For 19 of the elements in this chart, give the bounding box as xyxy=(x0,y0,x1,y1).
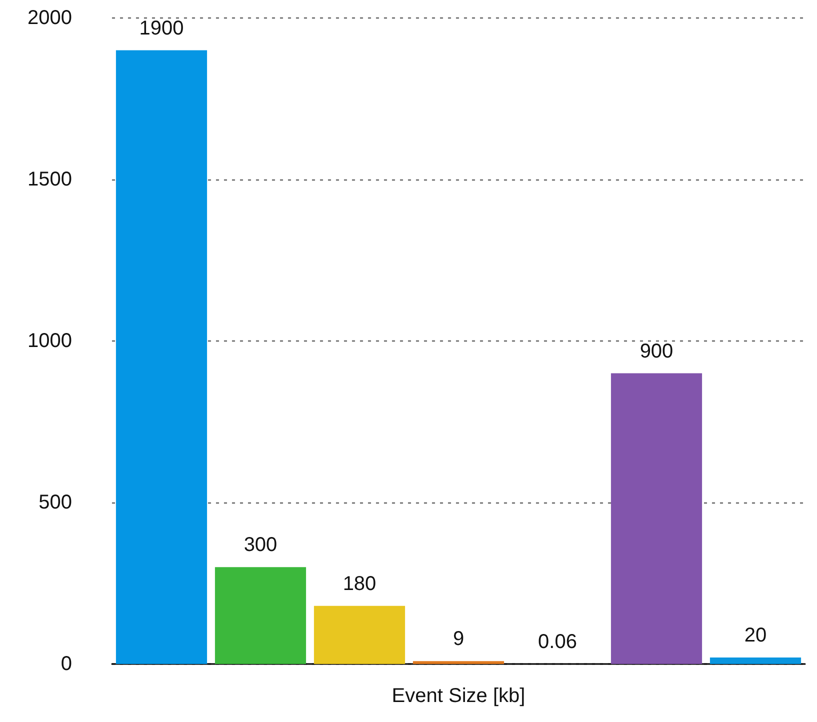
y-tick-label: 500 xyxy=(38,492,72,514)
bar xyxy=(710,658,802,664)
bar xyxy=(214,567,306,664)
y-tick-label: 1000 xyxy=(28,330,72,352)
y-tick-label: 1500 xyxy=(28,168,72,190)
data-label: 0.06 xyxy=(538,630,577,653)
bar xyxy=(116,50,208,664)
data-label: 900 xyxy=(640,340,674,362)
y-tick-label: 2000 xyxy=(28,7,72,29)
data-label: 20 xyxy=(744,624,767,647)
bar xyxy=(610,373,702,664)
x-axis-title: Event Size [kb] xyxy=(392,685,526,707)
bar xyxy=(412,661,504,664)
data-label: 1900 xyxy=(139,17,184,40)
data-label: 180 xyxy=(342,572,376,595)
data-label: 300 xyxy=(244,534,278,556)
data-label: 9 xyxy=(452,628,464,650)
y-tick-label: 0 xyxy=(60,653,72,675)
bar xyxy=(314,606,406,664)
